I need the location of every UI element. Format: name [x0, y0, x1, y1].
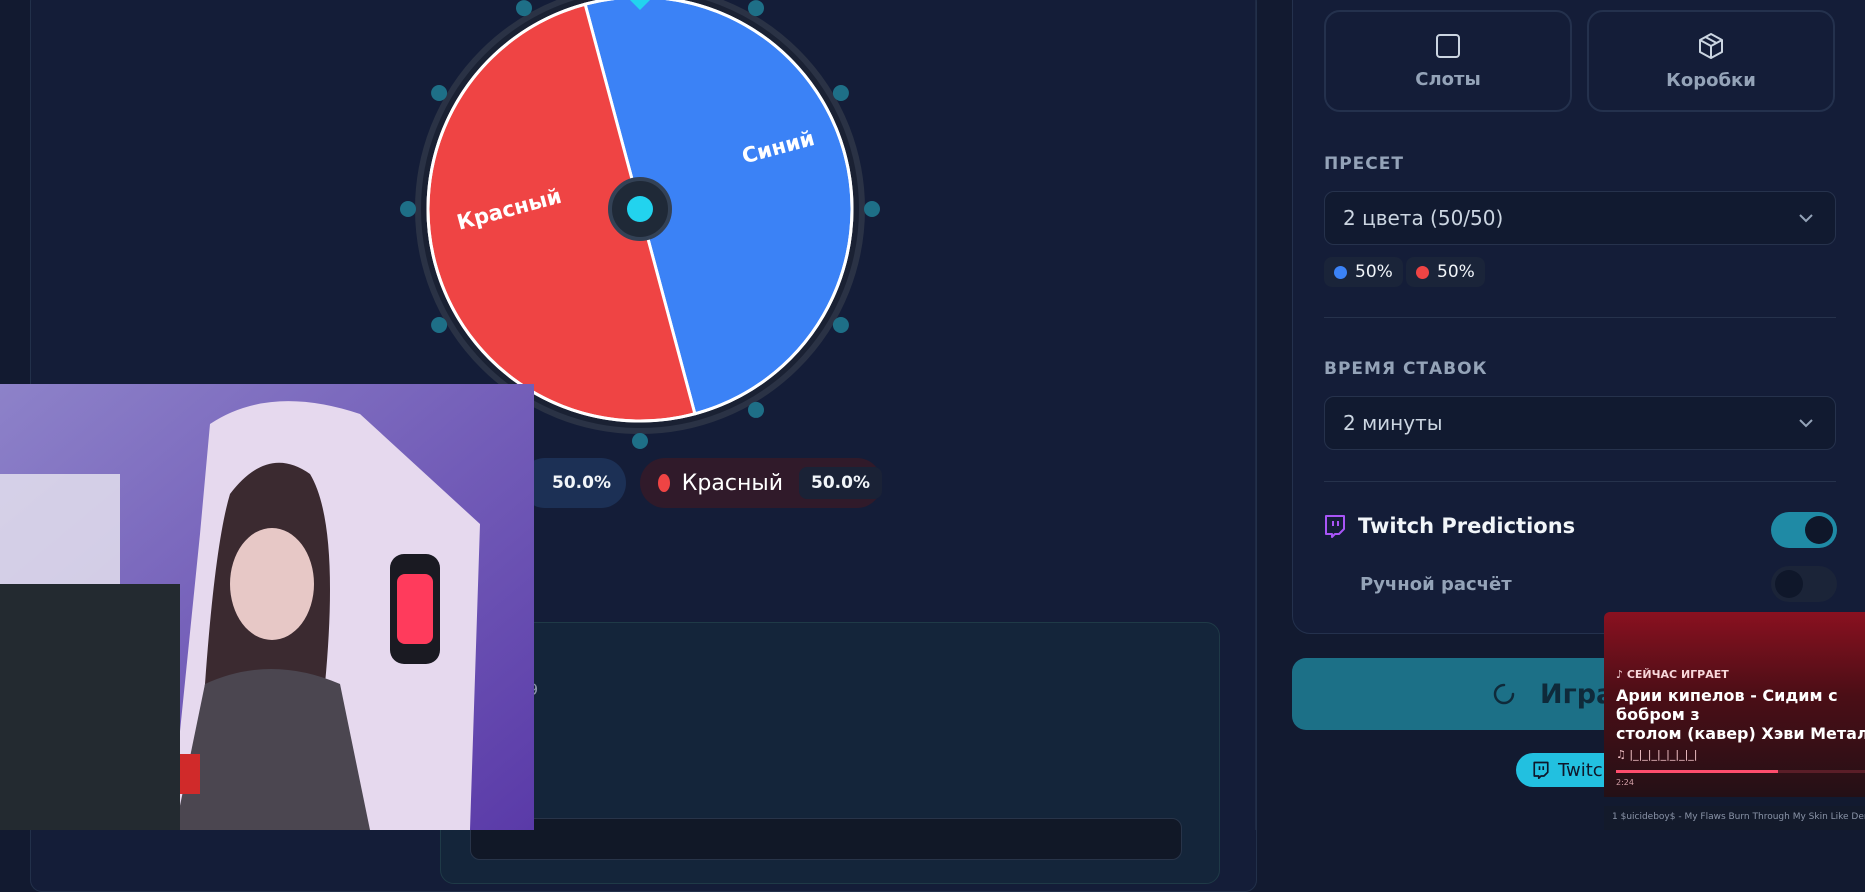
manual-calc-label: Ручной расчёт [1360, 574, 1512, 595]
legend-item-blue: 50.0% [520, 458, 626, 508]
mode-boxes-label: Коробки [1666, 69, 1756, 91]
webcam-image [0, 384, 534, 830]
wheel-hub-dot [627, 196, 653, 222]
wheel-peg [516, 0, 532, 17]
now-playing-next: 1 $uicideboy$ - My Flaws Burn Through My… [1604, 806, 1865, 830]
mode-slots-label: Слоты [1415, 68, 1481, 90]
bet-time-select[interactable]: 2 минуты [1324, 396, 1836, 450]
box-icon [1699, 32, 1723, 59]
loading-spinner-icon [1493, 683, 1515, 705]
fortune-wheel[interactable]: Синий Красный [395, 0, 885, 460]
chevron-down-icon [1799, 214, 1813, 223]
legend-item-red: Красный 50.0% [640, 458, 882, 508]
wheel-peg [431, 317, 448, 333]
bet-time-value: 2 минуты [1343, 411, 1443, 435]
chip-dot-blue [1334, 265, 1347, 279]
twitch-predictions-toggle[interactable] [1771, 512, 1837, 548]
start-game-label: Игра [1540, 678, 1615, 710]
now-playing-artist: ♫ |_|_|_|_|_|_|_| [1616, 748, 1698, 761]
mode-slots-button[interactable]: Слоты [1324, 10, 1572, 112]
history-input[interactable] [470, 818, 1182, 860]
preset-title: ПРЕСЕТ [1324, 154, 1404, 174]
toggle-knob [1805, 516, 1833, 544]
wheel-outline [426, 0, 854, 423]
preset-chip-red: 50% [1406, 257, 1485, 287]
wheel-peg [832, 317, 849, 333]
chip-dot-red [1416, 265, 1429, 279]
now-playing-tag: ♪ СЕЙЧАС ИГРАЕТ [1616, 668, 1729, 681]
twitch-predictions-row: Twitch Predictions [1324, 514, 1575, 538]
now-playing-progress-fill [1616, 770, 1778, 773]
now-playing-title: Арии кипелов - Сидим с бобром з столом (… [1616, 686, 1865, 743]
legend-dot-red [658, 474, 670, 492]
bet-time-title: ВРЕМЯ СТАВОК [1324, 359, 1488, 379]
divider [1324, 317, 1836, 318]
wheel-peg [864, 201, 880, 217]
twitch-chip-label: Twitch [1558, 759, 1615, 781]
wheel-pointer [630, 0, 650, 10]
legend-percent: 50.0% [799, 467, 882, 499]
twitch-icon [1325, 515, 1345, 538]
webcam-overlay [0, 384, 534, 830]
legend-percent: 50.0% [552, 473, 611, 493]
wheel-peg [431, 85, 448, 101]
wheel-peg [632, 433, 648, 449]
panel-divider [1255, 0, 1256, 830]
chip-percent: 50% [1437, 262, 1475, 282]
preset-value: 2 цвета (50/50) [1343, 206, 1504, 230]
legend-label: Красный [681, 470, 784, 496]
now-playing-time: 2:24 [1616, 778, 1634, 787]
preset-chip-blue: 50% [1324, 257, 1403, 287]
chevron-down-icon [1799, 419, 1813, 428]
mode-boxes-button[interactable]: Коробки [1587, 10, 1835, 112]
wheel-peg [832, 85, 849, 101]
now-playing-progress [1616, 770, 1865, 773]
preset-select[interactable]: 2 цвета (50/50) [1324, 191, 1836, 245]
wheel-peg [748, 0, 764, 17]
chip-percent: 50% [1355, 262, 1393, 282]
toggle-knob [1775, 570, 1803, 598]
square-icon [1436, 33, 1460, 58]
twitch-predictions-label: Twitch Predictions [1358, 514, 1576, 538]
wheel-peg [748, 401, 764, 418]
now-playing-widget: ♪ СЕЙЧАС ИГРАЕТ Арии кипелов - Сидим с б… [1604, 612, 1865, 797]
divider [1324, 481, 1836, 482]
wheel-peg [400, 201, 416, 217]
manual-calc-toggle[interactable] [1771, 566, 1837, 602]
twitch-icon [1533, 761, 1549, 779]
